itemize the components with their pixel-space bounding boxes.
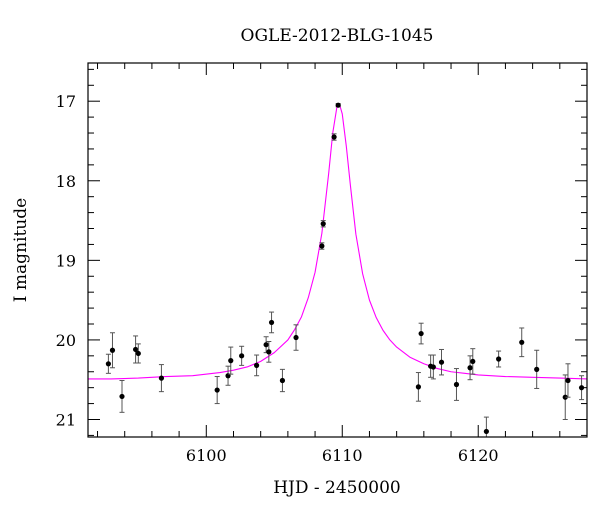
plot-frame	[87, 62, 588, 438]
x-tick-label: 6100	[186, 446, 227, 465]
data-point	[496, 350, 502, 368]
data-point-marker	[467, 365, 473, 371]
data-point	[105, 353, 111, 374]
data-point	[225, 365, 231, 386]
data-point-marker	[534, 366, 540, 372]
data-point-marker	[135, 350, 141, 357]
data-point	[415, 372, 422, 402]
data-point	[320, 220, 326, 228]
y-axis-label: I magnitude	[11, 198, 31, 302]
data-point	[430, 354, 436, 380]
data-point-marker	[496, 356, 502, 362]
data-point	[158, 364, 165, 393]
data-point	[418, 322, 424, 345]
data-point	[483, 416, 489, 437]
data-point-marker	[228, 358, 234, 364]
data-point-marker	[483, 428, 489, 435]
data-point-marker	[519, 339, 525, 345]
data-point	[263, 336, 269, 354]
data-point-marker	[319, 243, 325, 249]
chart-title: OGLE-2012-BLG-1045	[241, 26, 434, 46]
data-point-marker	[418, 330, 424, 337]
data-point	[467, 355, 473, 381]
data-point-marker	[320, 221, 326, 227]
data-point-marker	[266, 349, 272, 355]
data-point-marker	[263, 342, 269, 348]
data-point	[470, 348, 476, 375]
data-point-marker	[132, 346, 139, 353]
data-point	[132, 335, 139, 364]
data-point	[562, 374, 568, 420]
data-point-marker	[293, 334, 299, 341]
data-point-marker	[253, 362, 260, 368]
axis-tick-labels: 6100 6110 6120 17 18 19 20 21	[56, 92, 499, 465]
data-point-marker	[239, 353, 245, 359]
data-point-marker	[335, 102, 341, 108]
axis-ticks	[88, 63, 588, 437]
model-curve-line	[88, 103, 587, 380]
data-point-marker	[268, 319, 275, 326]
data-point-marker	[453, 381, 460, 388]
data-point-marker	[331, 134, 337, 140]
y-tick-label: 19	[56, 251, 76, 270]
data-point	[109, 332, 116, 369]
data-point-marker	[430, 364, 436, 370]
data-point	[331, 133, 337, 141]
data-point	[453, 368, 460, 401]
x-axis-label: HJD - 2450000	[273, 478, 401, 498]
data-point	[438, 348, 445, 376]
x-tick-label: 6110	[322, 446, 363, 465]
data-point-marker	[565, 377, 571, 384]
y-tick-label: 18	[56, 172, 76, 191]
data-point-marker	[438, 359, 445, 365]
data-point	[293, 324, 299, 351]
data-point	[319, 242, 325, 250]
data-point	[534, 349, 540, 389]
plot-area	[88, 102, 587, 437]
y-tick-label: 21	[56, 410, 76, 429]
data-point	[228, 346, 234, 375]
data-point-marker	[415, 384, 422, 390]
data-point	[253, 354, 260, 377]
data-point-marker	[105, 361, 111, 367]
data-point	[335, 102, 341, 108]
data-point	[519, 327, 525, 358]
data-point-marker	[279, 377, 286, 384]
y-tick-label: 20	[56, 331, 76, 350]
y-tick-label: 17	[56, 92, 76, 111]
x-tick-label: 6120	[458, 446, 499, 465]
data-point-marker	[562, 394, 568, 400]
data-point-marker	[119, 393, 125, 400]
data-point	[239, 345, 245, 366]
data-point	[135, 343, 141, 364]
data-point-marker	[214, 387, 220, 393]
data-point-marker	[109, 347, 116, 353]
data-point	[214, 376, 220, 405]
data-point	[119, 380, 125, 413]
data-point	[268, 311, 275, 334]
data-point	[266, 341, 272, 363]
data-point	[279, 368, 286, 393]
data-point-marker	[158, 375, 165, 381]
data-point	[565, 363, 571, 398]
data-point-marker	[470, 358, 476, 365]
